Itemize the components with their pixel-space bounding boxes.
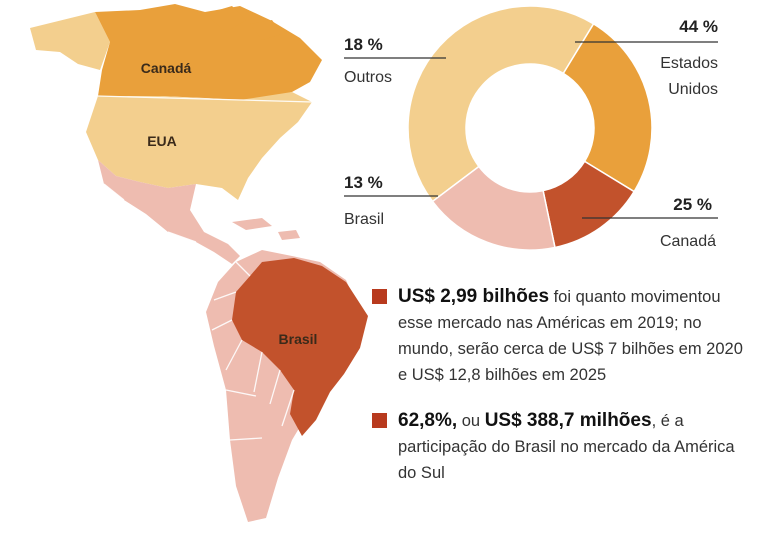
fact-americas-market: US$ 2,99 bilhões foi quanto movimentou e… xyxy=(372,284,752,388)
canada-label: Canadá xyxy=(141,60,192,76)
fact-connector: ou xyxy=(457,412,485,430)
fact-text: foi quanto movimentou esse mercado nas A… xyxy=(398,288,743,384)
slice-category-label: Unidos xyxy=(668,81,718,98)
usa-region xyxy=(86,92,312,200)
leader-lines xyxy=(344,41,718,219)
fact-highlight-2: US$ 388,7 milhões xyxy=(484,410,652,431)
donut-slice xyxy=(431,165,556,251)
central-america-region xyxy=(98,160,240,264)
slice-category-label: Brasil xyxy=(344,211,384,228)
donut-slice xyxy=(407,5,595,203)
caribbean-islands xyxy=(232,218,300,240)
country-borders xyxy=(97,95,313,441)
bullet-square xyxy=(372,413,387,428)
fact-brazil-share: 62,8%, ou US$ 388,7 milhões, é a partici… xyxy=(372,408,752,486)
slice-value-label: 44 % xyxy=(679,17,718,36)
slice-value-label: 25 % xyxy=(673,195,712,214)
fact-text: , é a participação do Brasil no mercado … xyxy=(398,412,735,482)
brazil-region xyxy=(232,258,368,436)
brazil-label: Brasil xyxy=(279,331,318,347)
alaska-region xyxy=(30,12,110,70)
slice-category-label: Outros xyxy=(344,69,392,86)
usa-label: EUA xyxy=(147,133,177,149)
bullet-square xyxy=(372,289,387,304)
fact-highlight: 62,8%, xyxy=(398,410,458,431)
arctic-islands xyxy=(205,6,282,40)
slice-category-label: Canadá xyxy=(660,233,716,250)
slice-labels: 44 % Estados Unidos 25 % Canadá 13 % Brasil 18 … xyxy=(344,17,718,250)
slice-category-label: Estados xyxy=(660,55,718,72)
slice-value-label: 18 % xyxy=(344,35,383,54)
fact-highlight: US$ 2,99 bilhões xyxy=(398,286,550,307)
donut-slice xyxy=(562,22,653,193)
slice-value-label: 13 % xyxy=(344,173,383,192)
facts-panel: US$ 2,99 bilhões foi quanto movimentou e… xyxy=(372,284,752,486)
donut-slices xyxy=(407,5,653,251)
